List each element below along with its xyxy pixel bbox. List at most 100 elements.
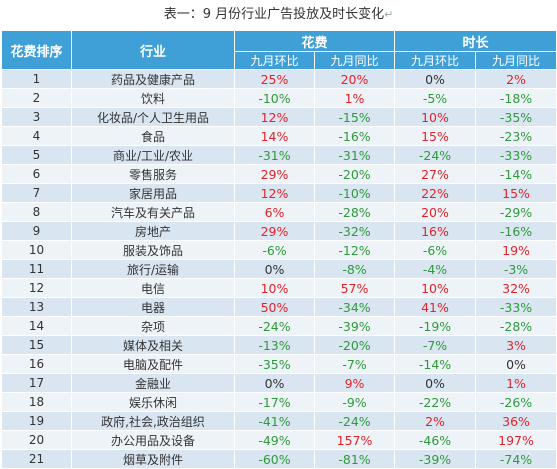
rank-cell: 9 — [1, 221, 72, 241]
table-row: 2 饮料 -10% 1% -5% -18% — [1, 88, 557, 108]
ad-spend-table: 花费排序 行业 花费 时长 九月环比 九月同比 九月环比 九月同比 1 药品及健康… — [1, 30, 557, 469]
industry-cell: 家居用品 — [71, 183, 235, 203]
spend-yoy-cell: -16% — [313, 126, 396, 146]
duration-mom-cell: -7% — [394, 335, 477, 355]
spend-mom-cell: 29% — [234, 221, 315, 241]
spend-yoy-cell: -7% — [313, 354, 396, 374]
spend-mom-cell: 0% — [234, 373, 315, 393]
table-row: 1 药品及健康产品 25% 20% 0% 2% — [1, 69, 557, 89]
header-industry: 行业 — [71, 30, 235, 70]
table-row: 12 电信 10% 57% 10% 32% — [1, 278, 557, 298]
spend-mom-cell: -24% — [234, 316, 315, 336]
spend-yoy-cell: -12% — [313, 240, 396, 260]
table-row: 16 电脑及配件 -35% -7% -14% 0% — [1, 354, 557, 374]
industry-cell: 金融业 — [71, 373, 235, 393]
table-row: 4 食品 14% -16% 15% -23% — [1, 126, 557, 146]
spend-yoy-cell: 157% — [313, 430, 396, 450]
duration-mom-cell: -19% — [394, 316, 477, 336]
table-row: 11 旅行/运输 0% -8% -4% -3% — [1, 259, 557, 279]
duration-mom-cell: -22% — [394, 392, 477, 412]
industry-cell: 旅行/运输 — [71, 259, 235, 279]
spend-mom-cell: 12% — [234, 107, 315, 127]
table-row: 13 电器 50% -34% 41% -33% — [1, 297, 557, 317]
industry-cell: 电器 — [71, 297, 235, 317]
duration-yoy-cell: 19% — [475, 240, 557, 260]
spend-mom-cell: -6% — [234, 240, 315, 260]
duration-yoy-cell: 197% — [475, 430, 557, 450]
table-row: 20 办公用品及设备 -49% 157% -46% 197% — [1, 430, 557, 450]
duration-mom-cell: -4% — [394, 259, 477, 279]
duration-yoy-cell: -26% — [475, 392, 557, 412]
industry-cell: 电脑及配件 — [71, 354, 235, 374]
header-duration: 时长 — [394, 30, 557, 52]
rank-cell: 4 — [1, 126, 72, 146]
rank-cell: 19 — [1, 411, 72, 431]
duration-yoy-cell: -35% — [475, 107, 557, 127]
duration-yoy-cell: 3% — [475, 335, 557, 355]
spend-mom-cell: 10% — [234, 278, 315, 298]
table-row: 17 金融业 0% 9% 0% 1% — [1, 373, 557, 393]
duration-mom-cell: 22% — [394, 183, 477, 203]
industry-cell: 政府,社会,政治组织 — [71, 411, 235, 431]
spend-yoy-cell: 20% — [313, 69, 396, 89]
rank-cell: 21 — [1, 449, 72, 469]
industry-cell: 电信 — [71, 278, 235, 298]
industry-cell: 化妆品/个人卫生用品 — [71, 107, 235, 127]
spend-yoy-cell: -20% — [313, 335, 396, 355]
spend-mom-cell: -49% — [234, 430, 315, 450]
spend-mom-cell: -10% — [234, 88, 315, 108]
spend-yoy-cell: -34% — [313, 297, 396, 317]
spend-yoy-cell: -10% — [313, 183, 396, 203]
duration-mom-cell: 15% — [394, 126, 477, 146]
industry-cell: 商业/工业/农业 — [71, 145, 235, 165]
industry-cell: 饮料 — [71, 88, 235, 108]
rank-cell: 13 — [1, 297, 72, 317]
duration-yoy-cell: -33% — [475, 297, 557, 317]
rank-cell: 2 — [1, 88, 72, 108]
duration-yoy-cell: -14% — [475, 164, 557, 184]
table-row: 3 化妆品/个人卫生用品 12% -15% 10% -35% — [1, 107, 557, 127]
industry-cell: 办公用品及设备 — [71, 430, 235, 450]
rank-cell: 1 — [1, 69, 72, 89]
rank-cell: 3 — [1, 107, 72, 127]
industry-cell: 娱乐休闲 — [71, 392, 235, 412]
rank-cell: 15 — [1, 335, 72, 355]
duration-mom-cell: 16% — [394, 221, 477, 241]
spend-mom-cell: 6% — [234, 202, 315, 222]
duration-yoy-cell: 15% — [475, 183, 557, 203]
spend-mom-cell: 12% — [234, 183, 315, 203]
rank-cell: 6 — [1, 164, 72, 184]
spend-mom-cell: -35% — [234, 354, 315, 374]
industry-cell: 媒体及相关 — [71, 335, 235, 355]
spend-yoy-cell: 9% — [313, 373, 396, 393]
industry-cell: 房地产 — [71, 221, 235, 241]
table-body: 1 药品及健康产品 25% 20% 0% 2% 2 饮料 -10% 1% -5% -18% 3 化妆品/个… — [1, 69, 557, 469]
table-row: 14 杂项 -24% -39% -19% -28% — [1, 316, 557, 336]
rank-cell: 7 — [1, 183, 72, 203]
spend-yoy-cell: -24% — [313, 411, 396, 431]
spend-mom-cell: -41% — [234, 411, 315, 431]
spend-mom-cell: -17% — [234, 392, 315, 412]
duration-yoy-cell: -3% — [475, 259, 557, 279]
industry-cell: 汽车及有关产品 — [71, 202, 235, 222]
rank-cell: 11 — [1, 259, 72, 279]
duration-mom-cell: -46% — [394, 430, 477, 450]
spend-yoy-cell: 1% — [313, 88, 396, 108]
spend-mom-cell: -31% — [234, 145, 315, 165]
rank-cell: 8 — [1, 202, 72, 222]
rank-cell: 12 — [1, 278, 72, 298]
table-row: 15 媒体及相关 -13% -20% -7% 3% — [1, 335, 557, 355]
spend-yoy-cell: -32% — [313, 221, 396, 241]
rank-cell: 18 — [1, 392, 72, 412]
rank-cell: 17 — [1, 373, 72, 393]
rank-cell: 14 — [1, 316, 72, 336]
spend-yoy-cell: -39% — [313, 316, 396, 336]
header-spend: 花费 — [233, 30, 396, 52]
duration-yoy-cell: -33% — [475, 145, 557, 165]
duration-yoy-cell: -29% — [475, 202, 557, 222]
return-mark: ↵ — [384, 8, 394, 21]
header-duration-mom: 九月环比 — [394, 51, 477, 70]
duration-yoy-cell: -23% — [475, 126, 557, 146]
industry-cell: 杂项 — [71, 316, 235, 336]
duration-yoy-cell: 0% — [475, 354, 557, 374]
